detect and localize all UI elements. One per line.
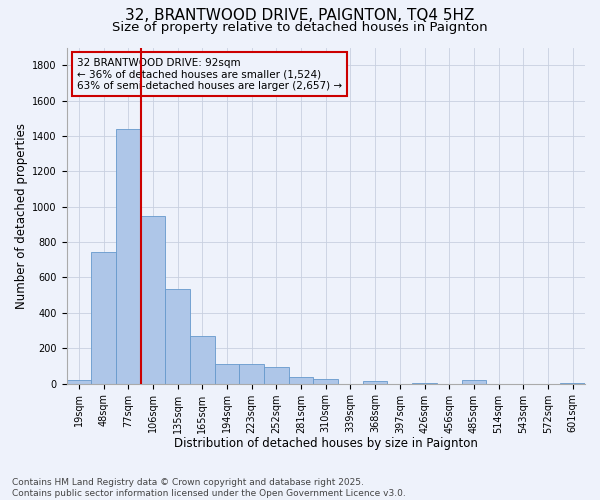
Bar [461,380,486,384]
Bar [264,367,289,384]
Text: 32, BRANTWOOD DRIVE, PAIGNTON, TQ4 5HZ: 32, BRANTWOOD DRIVE, PAIGNTON, TQ4 5HZ [125,8,475,22]
Y-axis label: Number of detached properties: Number of detached properties [15,122,28,308]
Bar [116,129,140,384]
X-axis label: Distribution of detached houses by size in Paignton: Distribution of detached houses by size … [174,437,478,450]
Bar [165,289,190,384]
Bar [313,379,338,384]
Bar [560,382,585,384]
Bar [363,381,388,384]
Text: Contains HM Land Registry data © Crown copyright and database right 2025.
Contai: Contains HM Land Registry data © Crown c… [12,478,406,498]
Bar [190,336,215,384]
Bar [215,364,239,384]
Bar [239,364,264,384]
Bar [140,216,165,384]
Bar [91,252,116,384]
Text: 32 BRANTWOOD DRIVE: 92sqm
← 36% of detached houses are smaller (1,524)
63% of se: 32 BRANTWOOD DRIVE: 92sqm ← 36% of detac… [77,58,342,91]
Bar [289,376,313,384]
Bar [67,380,91,384]
Bar [412,382,437,384]
Text: Size of property relative to detached houses in Paignton: Size of property relative to detached ho… [112,21,488,34]
